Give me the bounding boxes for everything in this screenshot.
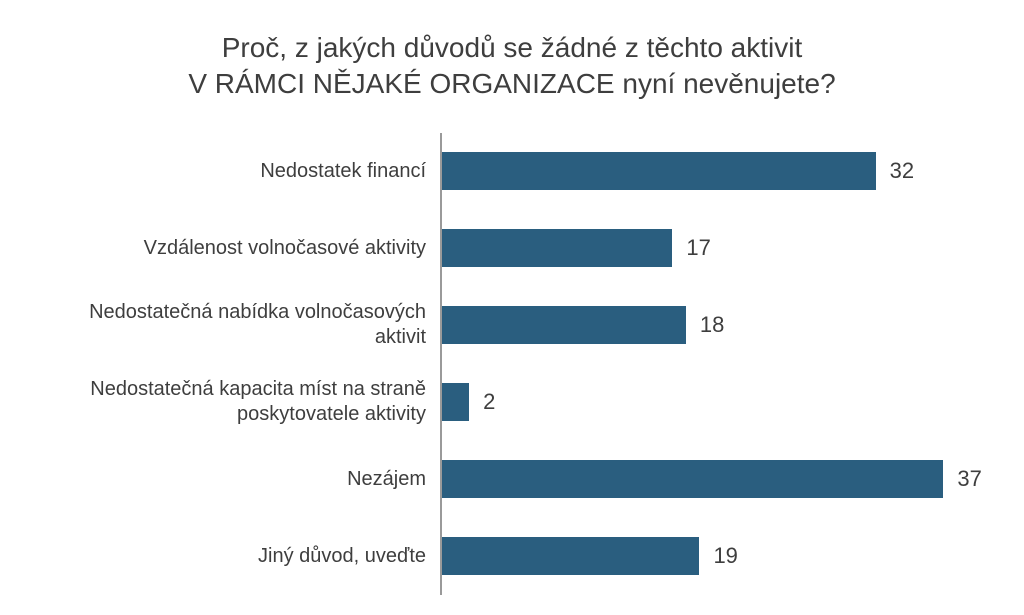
y-axis-label-line: Jiný důvod, uveďte	[40, 544, 426, 569]
chart-title-line1: Proč, z jakých důvodů se žádné z těchto …	[188, 30, 835, 66]
y-axis-label-line: Nedostatek financí	[40, 159, 426, 184]
bar-row: 17	[442, 214, 984, 282]
bars-area: 32 17 18 2 37 19	[440, 133, 984, 595]
bar-value-label: 32	[890, 158, 914, 184]
bar-row: 18	[442, 291, 984, 359]
chart-title: Proč, z jakých důvodů se žádné z těchto …	[188, 30, 835, 103]
y-axis-label: Nedostatek financí	[40, 137, 426, 205]
bar	[442, 383, 469, 421]
y-axis-label-line: Nedostatečná kapacita míst na straně	[40, 377, 426, 402]
bar	[442, 306, 686, 344]
y-axis-label: Nedostatečná kapacita míst na straněposk…	[40, 368, 426, 436]
bar-wrap: 19	[442, 537, 984, 575]
y-axis-label-line: Nedostatečná nabídka volnočasových aktiv…	[40, 300, 426, 350]
bar-row: 19	[442, 522, 984, 590]
bar	[442, 152, 876, 190]
bar-row: 32	[442, 137, 984, 205]
y-axis-label-line: Vzdálenost volnočasové aktivity	[40, 236, 426, 261]
bar-wrap: 17	[442, 229, 984, 267]
bar-row: 37	[442, 445, 984, 513]
y-axis-label: Nezájem	[40, 445, 426, 513]
y-axis-label: Jiný důvod, uveďte	[40, 522, 426, 590]
chart-container: Proč, z jakých důvodů se žádné z těchto …	[0, 0, 1024, 615]
bar-wrap: 37	[442, 460, 984, 498]
y-axis-label-line: Nezájem	[40, 467, 426, 492]
plot-area: Nedostatek financí Vzdálenost volnočasové…	[40, 133, 984, 595]
y-axis-label: Vzdálenost volnočasové aktivity	[40, 214, 426, 282]
bar-value-label: 18	[700, 312, 724, 338]
bar-row: 2	[442, 368, 984, 436]
bar-wrap: 18	[442, 306, 984, 344]
bar	[442, 460, 943, 498]
y-axis-label-line: poskytovatele aktivity	[40, 402, 426, 427]
bar	[442, 537, 699, 575]
chart-title-line2: V RÁMCI NĚJAKÉ ORGANIZACE nyní nevěnujet…	[188, 66, 835, 102]
bar-wrap: 2	[442, 383, 984, 421]
bar	[442, 229, 672, 267]
bar-value-label: 19	[713, 543, 737, 569]
y-axis-labels: Nedostatek financí Vzdálenost volnočasové…	[40, 133, 440, 595]
bar-value-label: 17	[686, 235, 710, 261]
bar-value-label: 37	[957, 466, 981, 492]
bar-value-label: 2	[483, 389, 495, 415]
y-axis-label: Nedostatečná nabídka volnočasových aktiv…	[40, 291, 426, 359]
bar-wrap: 32	[442, 152, 984, 190]
